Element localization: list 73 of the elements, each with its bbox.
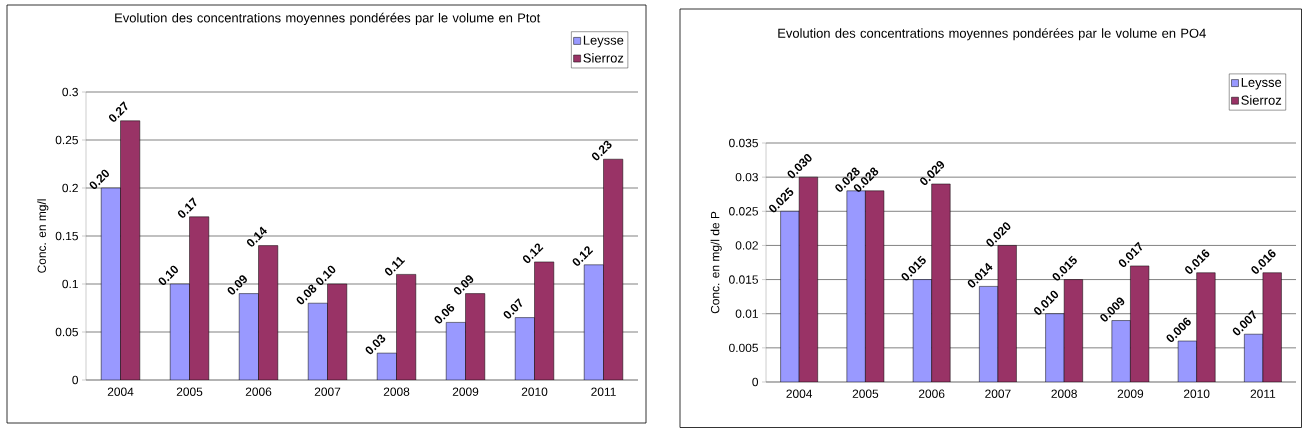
- bar: [1045, 313, 1065, 382]
- y-tick-label: 0.05: [55, 327, 78, 337]
- y-tick-label: 0.03: [735, 172, 758, 182]
- bar: [1063, 279, 1083, 382]
- x-tick-label: 2011: [1250, 389, 1276, 398]
- bar: [514, 317, 535, 380]
- bar: [1130, 265, 1150, 382]
- bar: [780, 211, 800, 382]
- legend-label: Sierroz: [583, 53, 624, 63]
- bar: [1262, 272, 1282, 382]
- bar: [169, 283, 190, 380]
- y-tick-label: 0.3: [62, 87, 78, 97]
- data-label: 0.10: [158, 265, 179, 286]
- x-tick-label: 2006: [918, 389, 945, 398]
- y-tick-label: 0: [752, 377, 759, 387]
- x-tick-label: 2008: [1051, 389, 1077, 398]
- x-tick-label: 2004: [786, 389, 813, 398]
- y-tick-label: 0.005: [729, 343, 758, 353]
- x-tick-label: 2005: [176, 387, 203, 396]
- data-label: 0.12: [572, 246, 594, 266]
- bar: [534, 261, 555, 380]
- bar: [258, 245, 279, 380]
- bar: [1111, 320, 1131, 382]
- bar: [238, 293, 259, 380]
- y-tick-label: 0.015: [729, 275, 758, 284]
- y-tick-label: 0.035: [729, 138, 758, 148]
- data-label: 0.12: [522, 243, 544, 263]
- y-tick-label: 0.01: [735, 309, 758, 318]
- x-tick-label: 2007: [314, 387, 341, 396]
- x-tick-label: 2005: [852, 389, 879, 398]
- bar: [327, 283, 348, 380]
- y-tick-label: 0.1: [62, 279, 78, 289]
- data-label: 0.09: [453, 275, 474, 295]
- bar: [1196, 272, 1216, 382]
- data-label: 0.09: [227, 275, 247, 295]
- y-tick-label: 0.15: [55, 231, 78, 241]
- x-tick-label: 2009: [452, 387, 479, 396]
- bar: [120, 120, 141, 380]
- y-tick-label: 0: [72, 375, 79, 385]
- y-axis-title: Conc. en mg/l de P: [710, 211, 722, 314]
- x-tick-label: 2006: [245, 387, 272, 396]
- bar: [465, 293, 486, 380]
- bar: [979, 286, 999, 382]
- chart-title: Evolution des concentrations moyennes pondérées par le volume en Ptot: [115, 12, 541, 26]
- y-tick-label: 0.2: [62, 183, 78, 193]
- bar: [912, 279, 932, 382]
- y-tick-label: 0.025: [729, 207, 758, 216]
- chart-title: Evolution des concentrations moyennes pondérées par le volume en PO4: [778, 28, 1206, 41]
- x-tick-label: 2011: [591, 387, 616, 396]
- bar: [865, 190, 885, 382]
- legend-label: Sierroz: [1241, 95, 1282, 105]
- x-tick-label: 2007: [985, 389, 1011, 398]
- bar: [583, 264, 604, 380]
- bar: [846, 190, 866, 382]
- x-tick-label: 2004: [107, 387, 134, 396]
- data-label: 0.11: [384, 256, 406, 276]
- y-tick-label: 0.25: [55, 135, 78, 145]
- y-axis-title: Conc. en mg/l: [37, 199, 49, 273]
- bar: [100, 187, 121, 380]
- bar: [997, 245, 1017, 382]
- x-tick-label: 2009: [1117, 389, 1144, 398]
- x-tick-label: 2010: [521, 387, 548, 396]
- data-label: 0.06: [434, 303, 455, 324]
- x-tick-label: 2010: [1183, 389, 1210, 398]
- legend-label: Leysse: [583, 35, 624, 48]
- bar: [189, 216, 210, 380]
- bar: [396, 274, 417, 380]
- y-tick-label: 0.02: [735, 241, 758, 250]
- x-tick-label: 2008: [383, 387, 410, 396]
- bar: [445, 322, 466, 380]
- bar: [931, 183, 951, 382]
- legend-label: Leysse: [1241, 77, 1282, 90]
- data-label: 0.20: [89, 169, 110, 190]
